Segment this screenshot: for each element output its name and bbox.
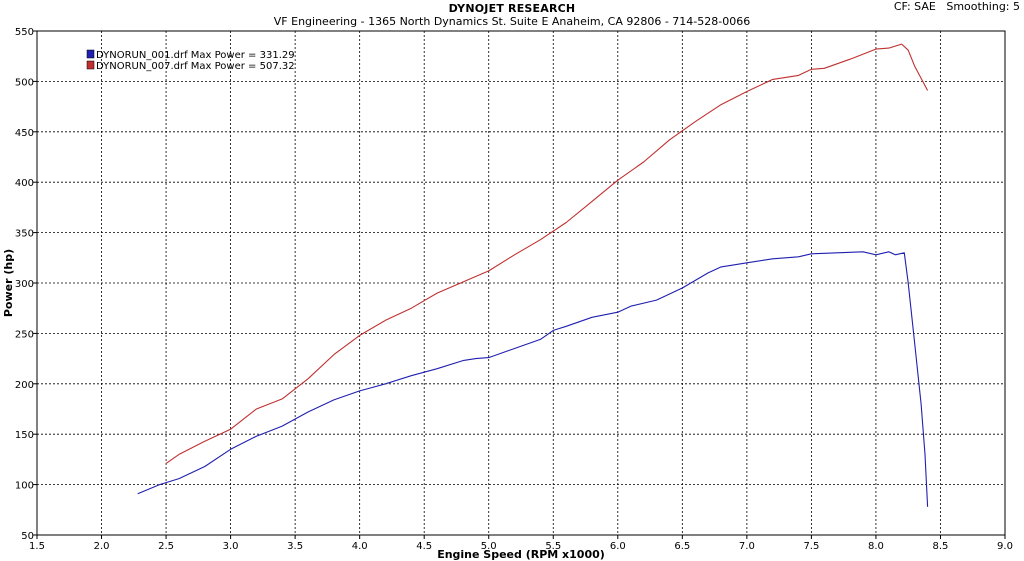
x-tick-label: 5.5 (545, 541, 561, 552)
series-line-2 (165, 43, 929, 464)
x-tick-label: 7.0 (739, 541, 755, 552)
y-tick-label: 400 (15, 178, 34, 189)
x-tick-label: 3.0 (223, 541, 239, 552)
x-tick-label: 8.5 (933, 541, 949, 552)
smoothing-level: Smoothing: 5 (946, 0, 1020, 13)
y-tick-label: 300 (15, 279, 34, 290)
y-tick-label: 50 (21, 531, 34, 542)
x-tick-label: 7.5 (803, 541, 819, 552)
x-tick-label: 2.5 (158, 541, 174, 552)
x-tick-label: 5.0 (481, 541, 497, 552)
x-tick-label: 4.0 (352, 541, 368, 552)
chart-subtitle: VF Engineering - 1365 North Dynamics St.… (273, 15, 751, 28)
x-tick-label: 6.5 (674, 541, 690, 552)
x-tick-label: 9.0 (997, 541, 1013, 552)
correction-info: CF: SAE Smoothing: 5 (894, 0, 1020, 13)
x-axis-label: Engine Speed (RPM x1000) (437, 548, 605, 561)
y-tick-label: 450 (15, 128, 34, 139)
y-axis-ticks: 50 100 150 200 250 300 350 400 450 500 550 (15, 27, 37, 542)
x-tick-label: 1.5 (29, 541, 45, 552)
legend: DYNORUN_001.drf Max Power = 331.29DYNORU… (86, 49, 295, 72)
x-tick-label: 3.5 (287, 541, 303, 552)
series-line-1 (137, 251, 929, 507)
x-tick-label: 2.0 (94, 541, 110, 552)
x-axis-ticks: 1.5 2.0 2.5 3.0 3.5 4.0 4.5 5.0 5.5 6.0 6.5 7.0 7.5 8… (29, 535, 1013, 552)
legend-entry-2: DYNORUN_007.drf Max Power = 507.32 (96, 61, 295, 72)
chart-title: DYNOJET RESEARCH (448, 2, 576, 15)
y-tick-label: 100 (15, 481, 34, 492)
y-axis-label: Power (hp) (2, 249, 15, 317)
x-tick-label: 6.0 (610, 541, 626, 552)
x-tick-label: 8.0 (868, 541, 884, 552)
legend-swatch-1 (86, 49, 95, 59)
series-lines (137, 43, 929, 507)
grid-lines (37, 31, 1005, 535)
y-tick-label: 550 (15, 27, 34, 38)
legend-swatch-2 (86, 60, 95, 70)
legend-entry-1: DYNORUN_001.drf Max Power = 331.29 (96, 50, 295, 61)
correction-factor: CF: SAE (893, 0, 936, 13)
x-tick-label: 4.5 (416, 541, 432, 552)
y-tick-label: 250 (15, 329, 34, 340)
y-tick-label: 150 (15, 430, 34, 441)
y-tick-label: 200 (15, 380, 34, 391)
y-tick-label: 500 (15, 77, 34, 88)
y-tick-label: 350 (15, 229, 34, 240)
